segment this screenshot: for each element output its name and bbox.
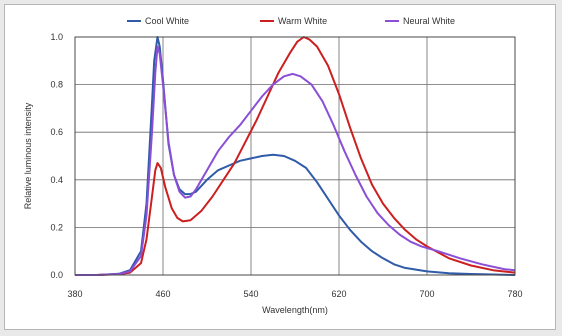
x-tick-label: 380: [67, 289, 82, 299]
x-tick-label: 780: [507, 289, 522, 299]
chart-legend: Cool White Warm White Neural White: [127, 16, 455, 26]
series-line-2: [75, 45, 516, 276]
chart-axes: [74, 36, 516, 276]
legend-label: Cool White: [145, 16, 189, 26]
y-tick-label: 0.2: [50, 222, 63, 232]
spectrum-chart: 0.0 0.2 0.4 0.6 0.8 1.0 380 460 540 620 700 780 Coo…: [23, 16, 523, 315]
y-tick-label: 0.4: [50, 175, 63, 185]
y-tick-label: 1.0: [50, 32, 63, 42]
y-axis-title: Relative luminous intensity: [23, 102, 33, 209]
legend-label: Warm White: [278, 16, 327, 26]
chart-grid: [74, 36, 516, 276]
series-line-0: [75, 36, 516, 276]
series-line-1: [75, 36, 516, 276]
y-tick-label: 0.6: [50, 127, 63, 137]
y-tick-label: 0.8: [50, 80, 63, 90]
plot-border: [74, 36, 516, 276]
chart-series: [75, 36, 516, 276]
x-tick-label: 460: [155, 289, 170, 299]
x-tick-label: 620: [331, 289, 346, 299]
chart-ticks: 0.0 0.2 0.4 0.6 0.8 1.0 380 460 540 620 700 780: [50, 32, 522, 299]
chart-frame: 0.0 0.2 0.4 0.6 0.8 1.0 380 460 540 620 700 780 Coo…: [4, 4, 556, 330]
x-axis-title: Wavelength(nm): [262, 305, 328, 315]
legend-label: Neural White: [403, 16, 455, 26]
y-tick-label: 0.0: [50, 270, 63, 280]
x-tick-label: 540: [243, 289, 258, 299]
x-tick-label: 700: [419, 289, 434, 299]
